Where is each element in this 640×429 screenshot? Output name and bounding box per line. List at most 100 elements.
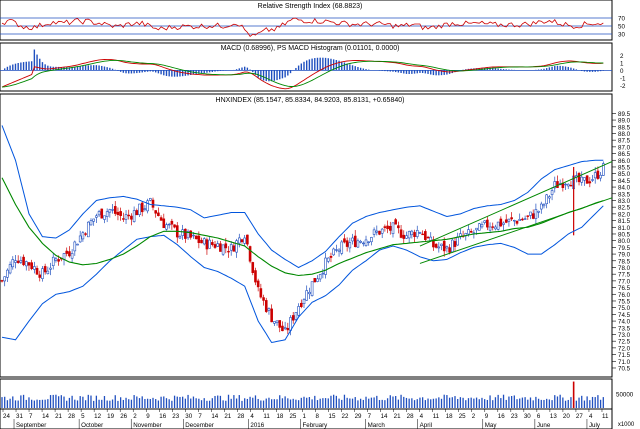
- x-month-label: March: [368, 422, 386, 429]
- candle-body: [16, 260, 20, 263]
- candle-body: [383, 226, 387, 228]
- rsi-title: Relative Strength Index (68.8823): [258, 3, 363, 10]
- candle-body: [310, 281, 314, 296]
- candle-body: [89, 220, 93, 226]
- candle-body: [251, 262, 255, 273]
- candle-body: [496, 221, 500, 230]
- candle-body: [178, 236, 182, 239]
- candle-body: [502, 222, 505, 225]
- candle-body: [116, 211, 120, 216]
- price-tick-label: 87.5: [618, 138, 631, 145]
- candle-body: [300, 302, 303, 307]
- candle-body: [84, 233, 87, 235]
- candle-body: [138, 203, 141, 216]
- candle-body: [526, 215, 530, 217]
- candle-body: [184, 228, 187, 239]
- price-tick-label: 88.0: [618, 131, 631, 138]
- candle-body: [35, 268, 39, 275]
- candle-body: [211, 242, 214, 245]
- candle-body: [523, 218, 527, 220]
- candle-body: [491, 226, 495, 228]
- price-tick-label: 73.0: [618, 332, 631, 339]
- candle-body: [111, 209, 114, 211]
- candle-body: [343, 238, 346, 243]
- candle-body: [259, 288, 263, 298]
- price-tick-label: 84.5: [618, 178, 631, 185]
- x-month-label: February: [302, 422, 328, 429]
- price-tick-label: 76.0: [618, 292, 631, 299]
- candle-body: [529, 211, 532, 216]
- candle-body: [504, 219, 508, 223]
- x-day-label: 20: [563, 413, 570, 420]
- candle-body: [291, 315, 295, 321]
- candle-body: [281, 325, 284, 332]
- candle-body: [95, 215, 98, 218]
- trend-line-lower: [419, 197, 613, 264]
- candle-body: [57, 259, 60, 262]
- x-day-label: 9: [485, 413, 489, 420]
- candle-body: [345, 240, 349, 247]
- candle-body: [181, 229, 184, 236]
- x-day-label: 24: [3, 413, 10, 420]
- price-tick-label: 74.0: [618, 319, 631, 326]
- candle-body: [588, 181, 592, 184]
- candle-body: [270, 308, 273, 323]
- x-day-label: 12: [94, 413, 101, 420]
- x-day-label: 2: [133, 413, 137, 420]
- price-tick-label: 87.0: [618, 144, 631, 151]
- candle-body: [488, 226, 492, 231]
- candle-body: [159, 217, 163, 221]
- candle-body: [402, 234, 406, 239]
- macd-tick-label: -1: [620, 75, 626, 82]
- candle-body: [539, 203, 543, 210]
- candle-body: [194, 235, 198, 240]
- candle-body: [356, 240, 360, 248]
- candle-body: [256, 280, 260, 288]
- candle-body: [593, 172, 597, 179]
- price-tick-label: 76.5: [618, 285, 631, 292]
- candle-body: [437, 246, 441, 249]
- bollinger-upper-line: [1, 125, 604, 269]
- candle-body: [262, 297, 265, 301]
- rsi-panel: [0, 0, 613, 41]
- candle-body: [254, 270, 257, 283]
- candle-body: [248, 246, 252, 262]
- volume-series: 50000: [1, 381, 634, 408]
- candle-body: [380, 228, 384, 234]
- candle-body: [197, 235, 201, 243]
- price-tick-label: 75.0: [618, 305, 631, 312]
- candle-body: [378, 230, 381, 235]
- macd-tick-label: 0: [620, 68, 624, 75]
- price-tick-label: 79.5: [618, 245, 631, 252]
- candle-body: [429, 236, 433, 241]
- price-tick-label: 86.5: [618, 151, 631, 158]
- trend-line-upper: [419, 161, 613, 247]
- x-day-label: 16: [498, 413, 505, 420]
- candle-body: [324, 257, 327, 275]
- candle-body: [596, 170, 600, 179]
- price-tick-label: 88.5: [618, 124, 631, 131]
- candle-body: [308, 291, 311, 295]
- candle-body: [97, 211, 101, 216]
- price-tick-label: 74.5: [618, 312, 631, 319]
- price-tick-label: 77.0: [618, 278, 631, 285]
- price-tick-label: 84.0: [618, 185, 631, 192]
- candle-body: [445, 246, 449, 249]
- x-day-label: 7: [368, 413, 372, 420]
- candle-body: [297, 306, 300, 316]
- macd-tick-label: 2: [620, 53, 624, 60]
- x-day-label: 28: [68, 413, 75, 420]
- candle-body: [213, 244, 217, 248]
- candle-body: [167, 223, 171, 226]
- candle-body: [165, 224, 168, 230]
- candle-body: [235, 240, 238, 253]
- candle-body: [68, 251, 71, 257]
- candle-body: [41, 268, 44, 279]
- x-day-label: 15: [329, 413, 336, 420]
- candle-body: [224, 243, 228, 249]
- candle-body: [189, 230, 193, 238]
- price-tick-label: 83.0: [618, 198, 631, 205]
- x-day-label: 30: [185, 413, 192, 420]
- candle-body: [332, 248, 335, 256]
